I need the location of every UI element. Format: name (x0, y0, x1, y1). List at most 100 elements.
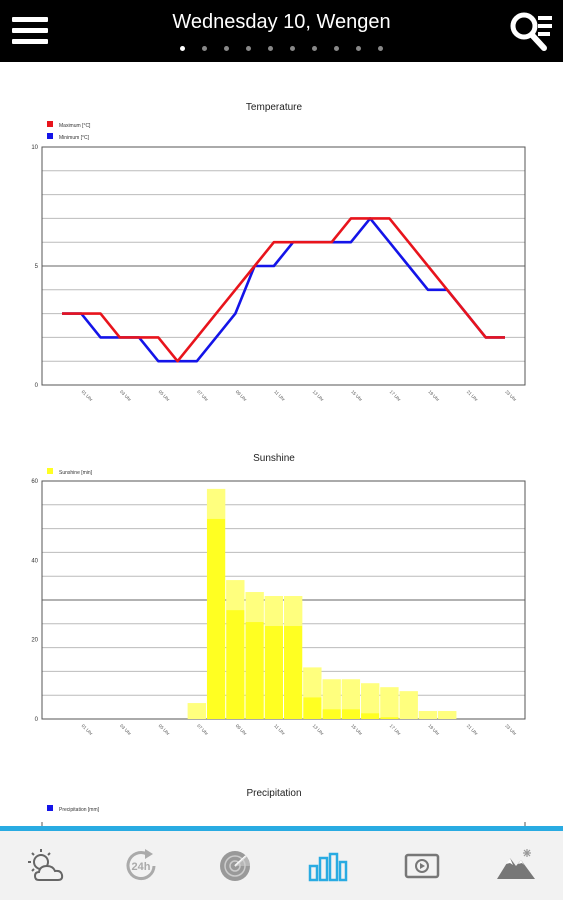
sunshine-x-tick-label: 09 Uhr (235, 723, 248, 736)
video-icon (404, 853, 440, 878)
sunshine-x-tick-label: 03 Uhr (119, 723, 132, 736)
legend-label-minimum: Minimum [°C] (59, 135, 90, 141)
temperature-x-tick-label: 13 Uhr (312, 389, 325, 402)
sunshine-bar (264, 596, 283, 719)
search-list-icon (510, 12, 552, 51)
legend-swatch-minimum (47, 133, 53, 139)
page-dot (180, 46, 185, 51)
temperature-x-tick-label: 19 Uhr (427, 389, 440, 402)
page-dot (246, 46, 251, 51)
temperature-x-tick-label: 11 Uhr (273, 389, 286, 402)
sun-cloud-icon (27, 848, 64, 881)
radar-icon (219, 850, 250, 881)
sunshine-chart-title: Sunshine (253, 453, 295, 464)
sunshine-bar (361, 683, 380, 719)
top-app-bar: Wednesday 10, Wengen (0, 0, 563, 62)
sunshine-bar-highlight (418, 711, 438, 719)
temperature-chart-title: Temperature (246, 102, 303, 113)
temperature-x-tick-label: 09 Uhr (235, 389, 248, 402)
sunshine-x-tick-label: 11 Uhr (273, 723, 286, 736)
nav-24h-button[interactable]: 24h (111, 836, 171, 896)
sunshine-y-tick-label: 40 (31, 558, 38, 564)
sunshine-x-tick-label: 15 Uhr (350, 723, 363, 736)
bottom-navigation: 24h (0, 826, 563, 900)
page-title: Wednesday 10, Wengen (172, 11, 391, 33)
sunshine-x-tick-label: 01 Uhr (81, 723, 94, 736)
sunshine-bar (341, 679, 361, 719)
sunshine-bar (245, 592, 264, 719)
page-dot (268, 46, 273, 51)
legend-swatch-precipitation (47, 805, 53, 811)
sunshine-x-tick-label: 07 Uhr (196, 723, 209, 736)
page-dot (334, 46, 339, 51)
sunshine-x-tick-label: 23 Uhr (504, 723, 517, 736)
sunshine-bar-highlight (399, 691, 418, 719)
sunshine-y-tick-label: 0 (35, 717, 39, 723)
hamburger-icon-line (12, 28, 48, 33)
sunshine-bar-highlight (284, 596, 303, 627)
legend-label-maximum: Maximum [°C] (59, 123, 91, 129)
precipitation-chart: Precipitation Precipitation [mm] (41, 788, 526, 826)
charts-canvas: Temperature Maximum [°C] Minimum [°C] 05… (31, 102, 526, 826)
nav-forecast-button[interactable] (17, 836, 77, 896)
precipitation-chart-title: Precipitation (246, 788, 301, 799)
sunshine-bar (303, 667, 322, 719)
sunshine-bar (418, 711, 438, 719)
sunshine-bar-highlight (226, 580, 245, 611)
legend-swatch-sunshine (47, 468, 53, 474)
legend-label-precipitation: Precipitation [mm] (59, 807, 100, 813)
sunshine-y-tick-label: 20 (31, 638, 38, 644)
hamburger-icon-line (12, 39, 48, 44)
sunshine-bar (187, 703, 206, 719)
temperature-series-line (62, 217, 505, 363)
temperature-x-tick-label: 03 Uhr (119, 389, 132, 402)
search-list-button[interactable] (507, 8, 555, 54)
nav-radar-button[interactable] (205, 836, 265, 896)
sunshine-bar-highlight (380, 687, 399, 718)
sunshine-bar (284, 596, 303, 719)
nav-mountain-button[interactable] (486, 836, 546, 896)
nav-video-button[interactable] (392, 836, 452, 896)
hamburger-icon-line (12, 17, 48, 22)
temperature-plot-area: 0 5 10 01 Uhr 03 Uhr 05 Uhr 07 Uhr 09 Uhr 11 Uhr… (31, 145, 526, 403)
page-dot (224, 46, 229, 51)
sunshine-bar-highlight (322, 679, 341, 710)
temperature-y-tick-label: 10 (31, 145, 38, 151)
temperature-x-tick-label: 15 Uhr (350, 389, 363, 402)
sunshine-bar-highlight (438, 711, 457, 719)
sunshine-bar (380, 687, 399, 719)
temperature-x-tick-label: 05 Uhr (158, 389, 171, 402)
sunshine-x-tick-label: 05 Uhr (158, 723, 171, 736)
sunshine-x-tick-label: 17 Uhr (389, 723, 402, 736)
sunshine-x-tick-label: 13 Uhr (312, 723, 325, 736)
sunshine-bar (438, 711, 457, 719)
sunshine-y-tick-label: 60 (31, 479, 38, 485)
sunshine-bar (399, 691, 418, 719)
sunshine-bar-highlight (303, 667, 322, 698)
mountain-icon (497, 848, 536, 879)
temperature-x-tick-label: 17 Uhr (389, 389, 402, 402)
temperature-frame (41, 146, 526, 386)
page-dot (202, 46, 207, 51)
temperature-x-tick-label: 07 Uhr (196, 389, 209, 402)
sunshine-bar-highlight (187, 703, 206, 719)
nav-24h-label: 24h (131, 861, 150, 873)
sunshine-bar-highlight (206, 488, 226, 519)
nav-charts-button[interactable] (298, 836, 358, 896)
bar-chart-icon (309, 852, 348, 881)
temperature-y-tick-label: 5 (35, 264, 39, 270)
temperature-x-tick-label: 23 Uhr (504, 389, 517, 402)
legend-label-sunshine: Sunshine [min] (59, 470, 93, 476)
sunshine-x-tick-label: 19 Uhr (427, 723, 440, 736)
sunshine-frame (41, 480, 526, 720)
sunshine-bar (206, 488, 226, 719)
sunshine-plot-area: 0 20 40 60 01 Uhr 03 Uhr 05 Uhr 07 Uhr 09 Uhr 11 … (31, 479, 526, 737)
page-indicator (0, 46, 563, 51)
menu-button[interactable] (10, 14, 50, 48)
legend-swatch-maximum (47, 121, 53, 127)
24h-icon: 24h (126, 848, 156, 880)
temperature-chart: Temperature Maximum [°C] Minimum [°C] 05… (31, 102, 526, 403)
sunshine-bar-highlight (341, 679, 361, 710)
sunshine-bar-highlight (264, 596, 283, 627)
